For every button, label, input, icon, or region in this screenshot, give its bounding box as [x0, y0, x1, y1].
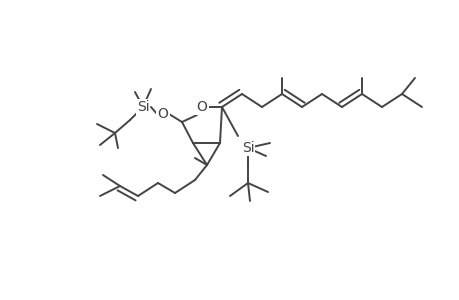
Text: Si: Si — [136, 100, 149, 114]
Text: O: O — [157, 107, 168, 121]
Text: Si: Si — [241, 141, 254, 155]
Text: O: O — [196, 100, 207, 114]
